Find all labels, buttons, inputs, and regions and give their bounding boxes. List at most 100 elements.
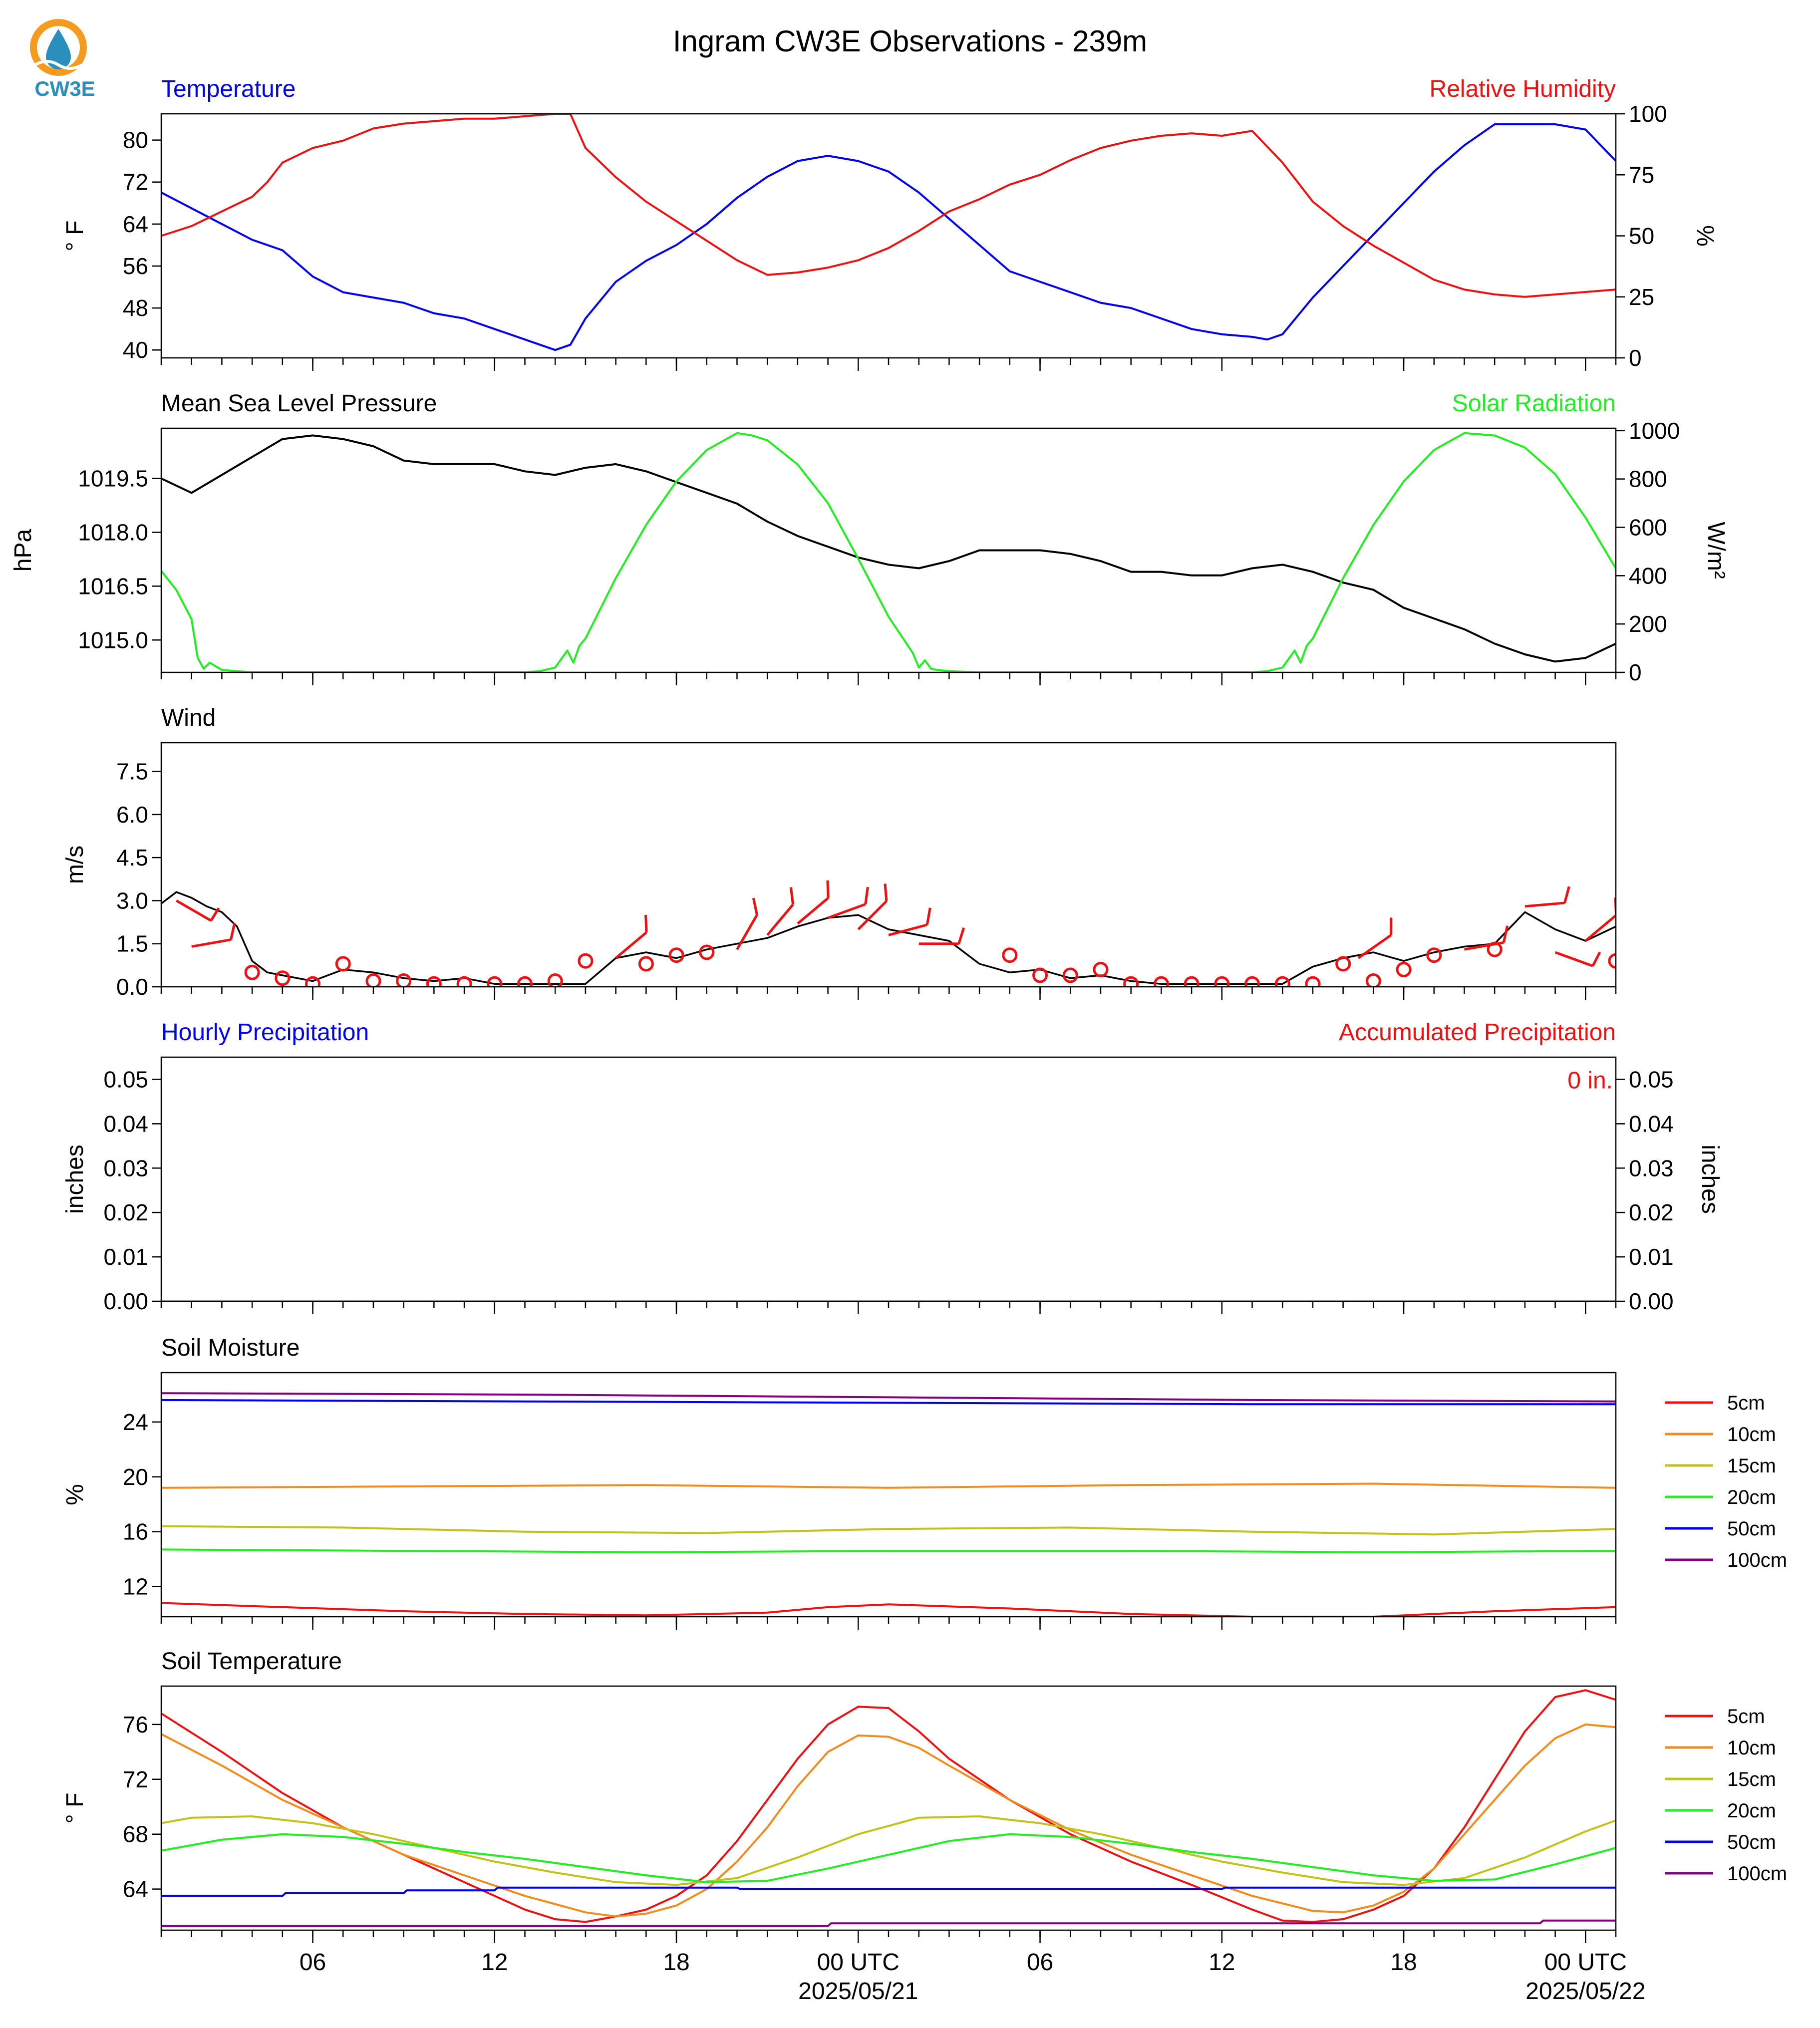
y2-axis-label: W/m² <box>1703 522 1729 579</box>
series-group <box>161 1689 1616 1927</box>
y2-tick-label: 200 <box>1629 611 1667 637</box>
x-axis-ticks <box>160 1301 1617 1314</box>
x-axis-ticks <box>160 987 1617 1000</box>
legend: 5cm 10cm 15cm 20cm 50cm 100cm <box>1665 1706 1787 1885</box>
wind-calm-marker <box>1123 976 1139 987</box>
series-line-relative-humidity <box>161 114 1616 298</box>
y2-tick-label: 400 <box>1629 563 1667 588</box>
legend-label: 20cm <box>1727 1486 1776 1508</box>
y-tick-label: 0.03 <box>103 1155 148 1181</box>
x-tick-label: 06 <box>300 1949 326 1976</box>
y2-tick-label: 75 <box>1629 162 1654 188</box>
y-tick-label: 0.05 <box>103 1066 148 1092</box>
logo-ring-icon <box>30 19 87 76</box>
x-tick-label: 18 <box>663 1949 689 1976</box>
panel-title-left: Hourly Precipitation <box>161 1019 369 1046</box>
wind-barb-flag <box>925 907 931 925</box>
x-axis-ticks <box>160 1617 1617 1630</box>
y-tick-label: 80 <box>123 127 148 153</box>
legend-label: 10cm <box>1727 1424 1776 1446</box>
wind-barb-marker <box>888 923 927 936</box>
chart-panels: Temperature Relative Humidity 40 48 56 64 72 80… <box>10 76 1787 2005</box>
wind-barb-flag <box>789 887 795 905</box>
panel-pressure_solar: Mean Sea Level Pressure Solar Radiation 10… <box>10 390 1729 685</box>
legend-label: 50cm <box>1727 1518 1776 1540</box>
y-tick-label: 1015.0 <box>78 627 148 653</box>
y-axis-left: 40 48 56 64 72 80 ° F <box>62 127 161 363</box>
y-tick-label: 0.0 <box>116 974 148 1000</box>
series-line-10cm <box>161 1482 1616 1489</box>
wind-calm-marker <box>1184 976 1200 987</box>
series-group <box>161 114 1616 351</box>
y-axis-label: ° F <box>62 1793 88 1824</box>
panel-title-left: Temperature <box>161 76 296 102</box>
y-axis-label: m/s <box>62 846 88 884</box>
wind-calm-marker <box>1062 967 1078 983</box>
wind-barb-flag <box>884 883 888 901</box>
wind-calm-marker <box>335 956 351 972</box>
wind-barb-marker <box>1584 914 1616 942</box>
y-tick-label: 0.02 <box>103 1199 148 1225</box>
y2-tick-label: 0.04 <box>1629 1111 1674 1137</box>
y-axis-right: 0 200 400 600 800 1000 W/m² <box>1616 418 1729 685</box>
wind-calm-marker <box>365 973 381 987</box>
legend-label: 20cm <box>1727 1800 1776 1822</box>
panel-title-left: Soil Temperature <box>161 1648 342 1675</box>
series-line-20cm <box>161 1833 1616 1883</box>
wind-barb-marker <box>736 914 758 950</box>
y-axis-label: % <box>62 1484 88 1505</box>
wind-calm-marker <box>487 976 503 987</box>
legend-label: 5cm <box>1727 1706 1765 1728</box>
wind-calm-marker <box>1153 976 1169 987</box>
panel-wind: Wind 0.0 1.5 3.0 4.5 6.0 7.5 m/s <box>62 705 1617 1000</box>
series-line-10cm <box>161 1723 1616 1918</box>
x-date-label: 2025/05/21 <box>798 1978 918 2005</box>
wind-calm-marker <box>1608 953 1616 969</box>
panel-title-right: Solar Radiation <box>1452 390 1616 417</box>
y2-tick-label: 1000 <box>1629 418 1680 444</box>
y-tick-label: 64 <box>123 211 148 237</box>
logo-text: CW3E <box>34 77 95 100</box>
y-tick-label: 1019.5 <box>78 466 148 492</box>
legend-label: 15cm <box>1727 1455 1776 1477</box>
legend-label: 10cm <box>1727 1737 1776 1759</box>
wind-barb-marker <box>797 897 829 925</box>
y-axis-right: 0.00 0.01 0.02 0.03 0.04 0.05 inches <box>1616 1066 1723 1314</box>
x-tick-label: 06 <box>1027 1949 1053 1976</box>
panel-precip: Hourly Precipitation Accumulated Precipit… <box>62 1019 1723 1314</box>
panel-title-right: Relative Humidity <box>1430 76 1616 102</box>
y2-tick-label: 0.02 <box>1629 1199 1674 1225</box>
y2-axis-label: inches <box>1697 1145 1723 1214</box>
y-tick-label: 1018.0 <box>78 520 148 546</box>
cw3e-logo: CW3E <box>30 19 95 100</box>
y-axis-label: ° F <box>62 221 88 252</box>
panel-soil_moisture: Soil Moisture 12 16 20 24% 5cm 10cm 15cm 20cm 50c… <box>62 1335 1787 1630</box>
y2-tick-label: 600 <box>1629 515 1667 541</box>
wind-barb-flag <box>864 886 869 904</box>
legend-label: 50cm <box>1727 1831 1776 1853</box>
y-tick-label: 16 <box>123 1519 148 1545</box>
wind-barb-marker <box>176 899 212 922</box>
series-line-5cm <box>161 1602 1616 1617</box>
wind-calm-marker <box>396 973 412 987</box>
y-axis-left: 12 16 20 24% <box>62 1409 161 1600</box>
y-tick-label: 0.00 <box>103 1288 148 1314</box>
x-tick-label: 12 <box>1209 1949 1235 1976</box>
legend-label: 100cm <box>1727 1863 1787 1885</box>
y-tick-label: 76 <box>123 1712 148 1738</box>
wind-calm-marker <box>1426 947 1442 963</box>
wind-calm-marker <box>305 976 321 987</box>
wind-calm-marker <box>1214 976 1230 987</box>
y2-tick-label: 0.01 <box>1629 1244 1674 1270</box>
y-tick-label: 1016.5 <box>78 573 148 599</box>
panel-title-left: Soil Moisture <box>161 1335 300 1361</box>
y-tick-label: 72 <box>123 1766 148 1792</box>
wind-calm-marker <box>456 976 472 987</box>
series-line-temperature <box>161 123 1616 351</box>
wind-calm-marker <box>1396 961 1412 977</box>
y2-axis-label: % <box>1692 225 1718 247</box>
y-axis-left: 1015.0 1016.5 1018.0 1019.5 hPa <box>10 466 161 653</box>
